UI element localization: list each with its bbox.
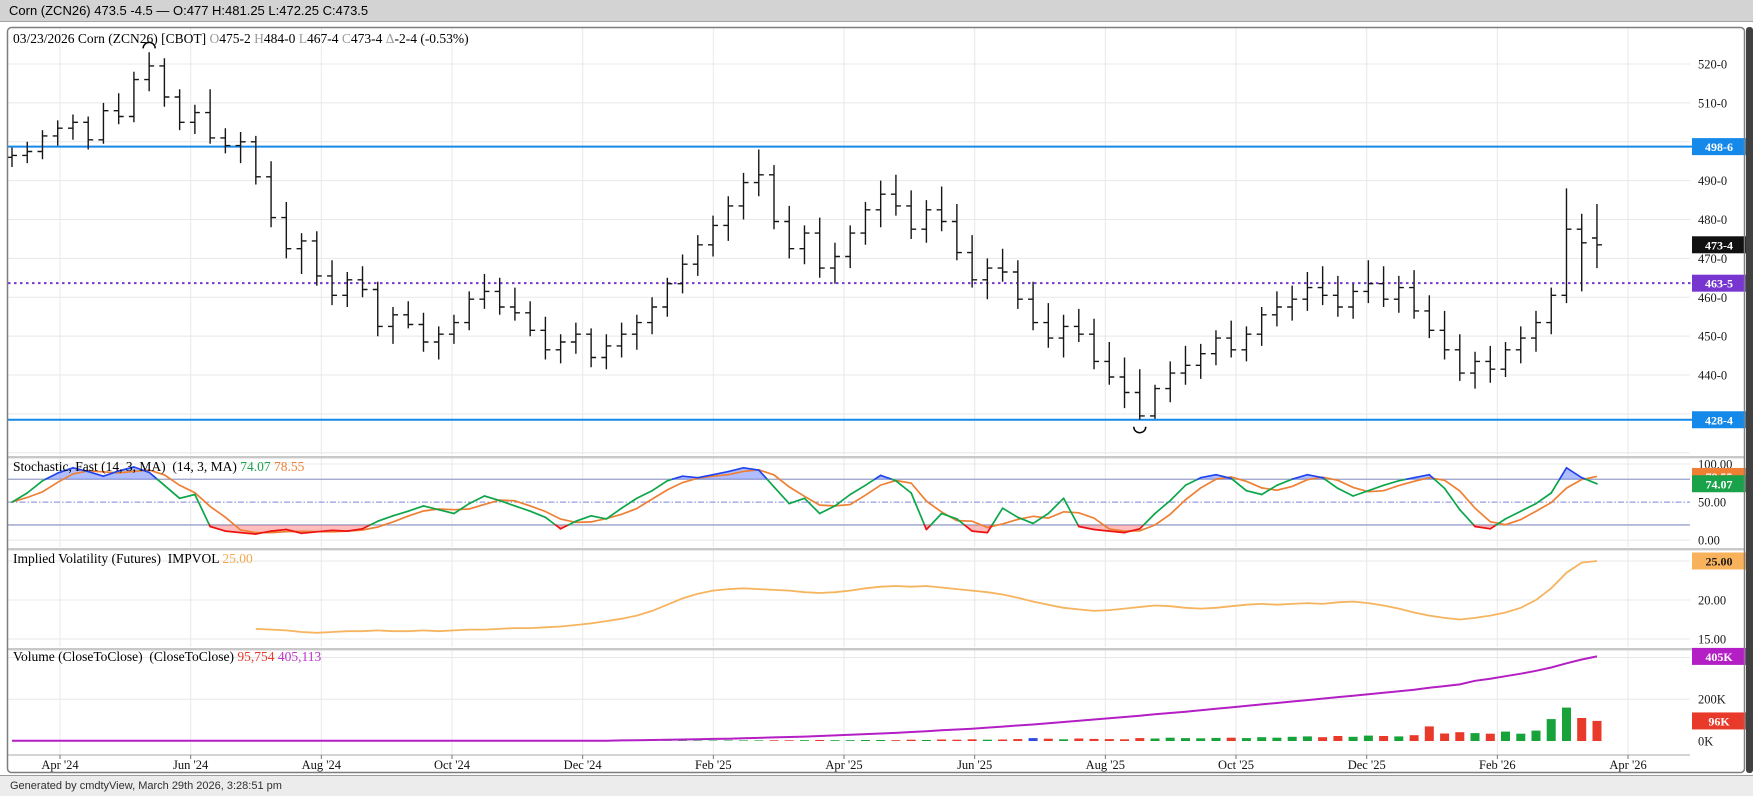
svg-text:96K: 96K xyxy=(1708,714,1730,728)
impvol-series xyxy=(255,560,1598,634)
svg-text:Aug '24: Aug '24 xyxy=(302,758,342,772)
x-axis[interactable]: Apr '24 Jun '24 Aug '24 Oct '24 Dec '24 Feb '… xyxy=(41,758,1646,772)
svg-text:0K: 0K xyxy=(1698,735,1713,749)
svg-text:510-0: 510-0 xyxy=(1698,96,1727,110)
svg-text:Apr '24: Apr '24 xyxy=(41,758,79,772)
pane-separators xyxy=(7,456,1745,759)
svg-text:520-0: 520-0 xyxy=(1698,58,1727,72)
svg-text:428-4: 428-4 xyxy=(1705,413,1733,427)
chart-frame-border xyxy=(6,26,1746,774)
svg-text:Apr '25: Apr '25 xyxy=(825,758,862,772)
svg-text:440-0: 440-0 xyxy=(1698,369,1727,383)
svg-text:473-4: 473-4 xyxy=(1705,238,1733,252)
svg-text:25.00: 25.00 xyxy=(1706,555,1733,569)
svg-text:Apr '26: Apr '26 xyxy=(1609,758,1646,772)
status-bar: Generated by cmdtyView, March 29th 2026,… xyxy=(0,775,1753,796)
window-title: Corn (ZCN26) 473.5 -4.5 — O:477 H:481.25… xyxy=(9,3,369,18)
svg-text:463-5: 463-5 xyxy=(1705,277,1733,291)
svg-text:Jun '24: Jun '24 xyxy=(173,758,209,772)
svg-text:450-0: 450-0 xyxy=(1698,330,1727,344)
volume-series xyxy=(12,655,1602,742)
svg-text:0.00: 0.00 xyxy=(1698,534,1720,548)
svg-text:405K: 405K xyxy=(1705,650,1733,664)
svg-text:74.07: 74.07 xyxy=(1706,477,1733,491)
svg-text:200K: 200K xyxy=(1698,693,1726,707)
svg-text:Feb '26: Feb '26 xyxy=(1479,758,1516,772)
svg-text:Dec '25: Dec '25 xyxy=(1348,758,1386,772)
price-level-lines xyxy=(8,145,1692,421)
price-markers xyxy=(142,41,1147,434)
y-axis[interactable]: 520-0 510-0 490-0 480-0 470-0 460-0 450-0 440-0… xyxy=(1692,58,1746,749)
window-title-bar[interactable]: Corn (ZCN26) 473.5 -4.5 — O:477 H:481.25… xyxy=(0,0,1753,22)
right-panel-divider[interactable] xyxy=(1746,27,1753,773)
stochastic-series xyxy=(8,466,1690,535)
svg-text:490-0: 490-0 xyxy=(1698,174,1727,188)
svg-text:Aug '25: Aug '25 xyxy=(1086,758,1125,772)
svg-text:15.00: 15.00 xyxy=(1698,633,1726,647)
svg-text:470-0: 470-0 xyxy=(1698,252,1727,266)
svg-text:Oct '24: Oct '24 xyxy=(434,758,471,772)
svg-text:Feb '25: Feb '25 xyxy=(695,758,732,772)
ohlc-bars xyxy=(7,52,1602,420)
gridlines xyxy=(8,28,1690,755)
svg-text:498-6: 498-6 xyxy=(1705,140,1733,154)
svg-text:Dec '24: Dec '24 xyxy=(564,758,603,772)
generated-by-text: Generated by cmdtyView, March 29th 2026,… xyxy=(10,780,282,792)
svg-text:20.00: 20.00 xyxy=(1698,594,1726,608)
svg-text:Oct '25: Oct '25 xyxy=(1218,758,1254,772)
svg-text:460-0: 460-0 xyxy=(1698,291,1727,305)
svg-text:50.00: 50.00 xyxy=(1698,496,1726,510)
svg-text:480-0: 480-0 xyxy=(1698,213,1727,227)
svg-text:Jun '25: Jun '25 xyxy=(957,758,992,772)
